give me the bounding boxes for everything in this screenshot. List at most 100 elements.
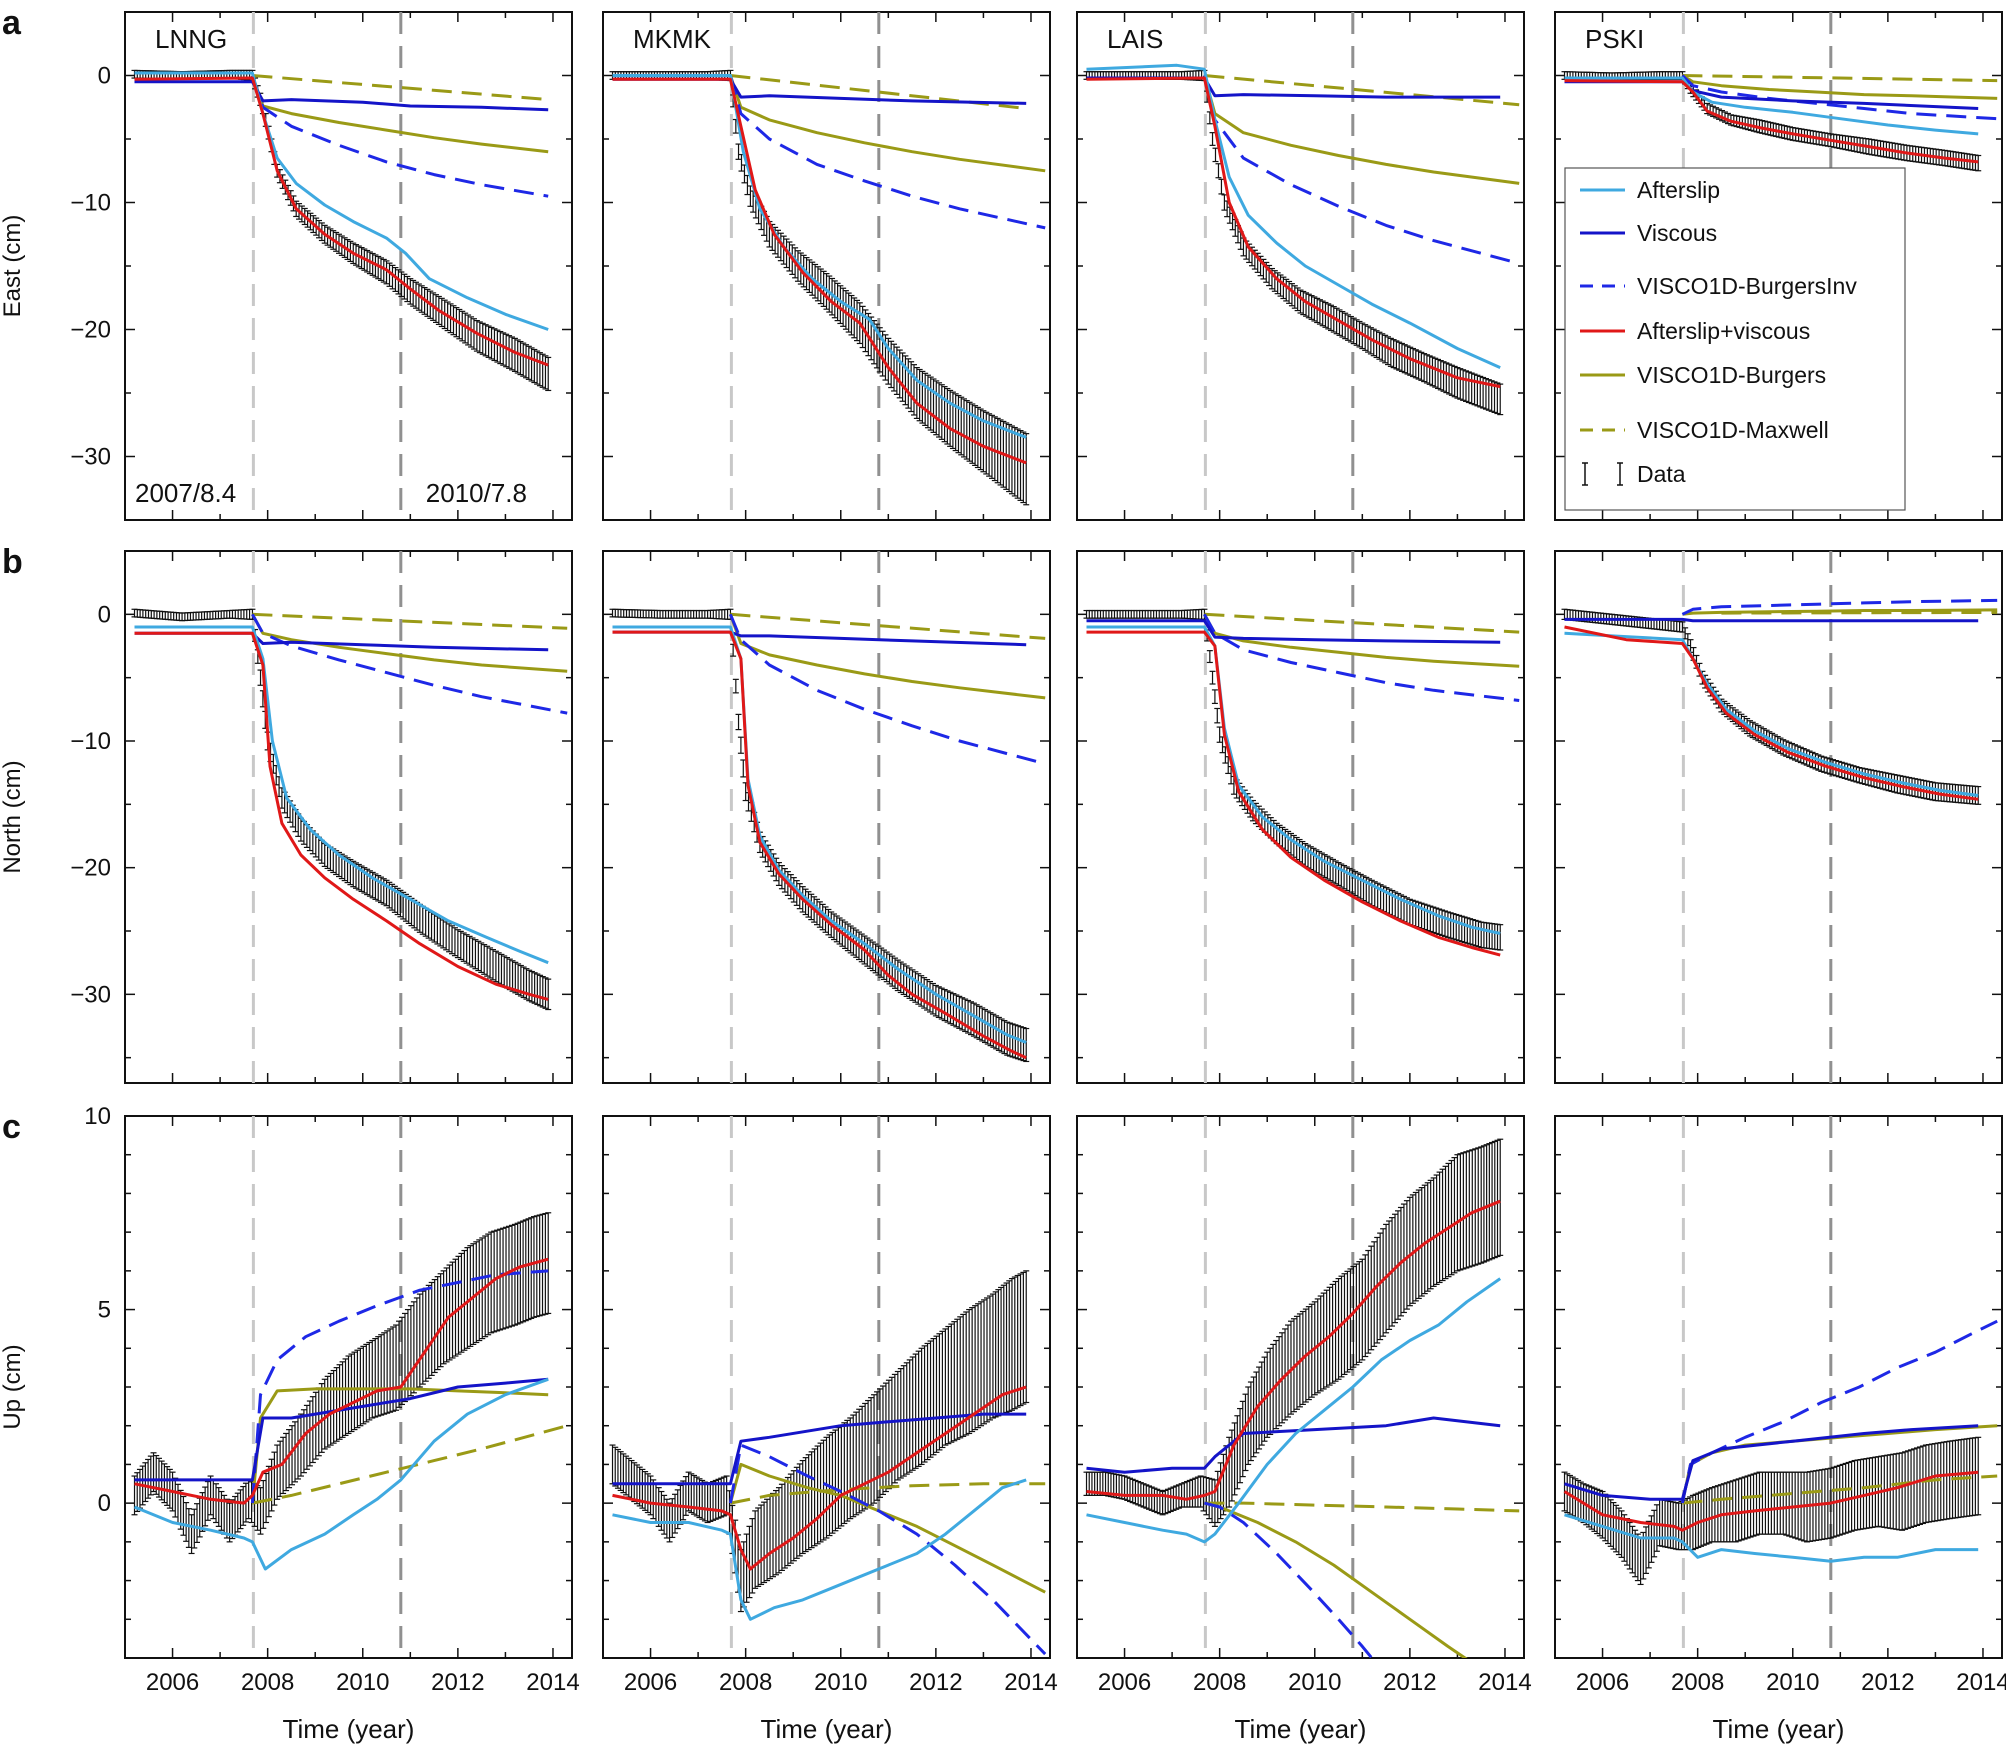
y-tick-label: −30	[70, 444, 111, 471]
plot-area	[1083, 12, 1520, 520]
series-afterslip	[612, 74, 1027, 439]
series-visco1d-burgers	[728, 1462, 1046, 1594]
y-axis-label-up: Up (cm)	[0, 1344, 26, 1429]
data-errorbars	[1083, 608, 1504, 951]
series-visco1d-burgersinv	[729, 613, 1046, 766]
series-visco1d-maxwell	[252, 1424, 568, 1505]
x-tick-label-2006: 2006	[624, 1669, 677, 1696]
panel-east-mkmk: MKMK	[602, 11, 1051, 521]
row-letter-b: b	[2, 543, 23, 581]
y-tick-label: −10	[70, 190, 111, 217]
panels-layer: a East (cm) 0 −10 −20 −30 LNNG 2007/8.4 2010/7.8…	[0, 4, 2006, 1744]
panel-north-pski	[1554, 550, 2003, 1084]
y-tick-label: 10	[84, 1103, 111, 1130]
y-tick-label: −20	[70, 317, 111, 344]
x-tick-label-2006: 2006	[146, 1669, 199, 1696]
panel-frame	[1554, 550, 2003, 1084]
x-axis-label: Time (year)	[283, 1714, 415, 1744]
y-tick-label: 5	[98, 1297, 111, 1324]
series-afterslip-viscous	[1564, 79, 1979, 164]
series-visco1d-burgersinv	[251, 613, 568, 715]
series-visco1d-burgersinv	[1681, 598, 1998, 616]
series-afterslip	[612, 1478, 1027, 1621]
data-errorbars	[1561, 71, 1982, 172]
panel-frame	[124, 11, 573, 521]
y-axis-label-north: North (cm)	[0, 760, 26, 873]
series-afterslip-viscous	[134, 631, 549, 1001]
series-afterslip-viscous	[1564, 625, 1979, 801]
series-visco1d-burgers	[250, 1387, 549, 1504]
data-errorbars	[131, 1212, 552, 1555]
row-letter-a: a	[2, 4, 22, 42]
series-viscous	[134, 1377, 549, 1482]
y-tick-label: 0	[98, 601, 111, 628]
station-label-pski: PSKI	[1585, 24, 1644, 54]
series-visco1d-burgersinv	[250, 75, 549, 198]
series-afterslip-viscous	[1086, 630, 1501, 957]
station-label-lais: LAIS	[1107, 24, 1163, 54]
data-errorbars	[609, 1270, 1030, 1613]
panel-frame	[1076, 11, 1525, 521]
panel-north-mkmk	[602, 550, 1051, 1084]
y-axis-label-east: East (cm)	[0, 215, 26, 318]
series-visco1d-maxwell	[252, 74, 549, 102]
series-viscous	[1086, 619, 1501, 644]
series-afterslip	[134, 625, 549, 965]
series-visco1d-burgersinv	[728, 75, 1046, 230]
panel-frame	[602, 1115, 1051, 1659]
panel-up-lnng: 2006 2008 2010 2012 2014 Time (year) 10 5 0	[84, 1103, 579, 1744]
x-tick-label-2012: 2012	[431, 1669, 484, 1696]
series-visco1d-burgersinv	[728, 1443, 1047, 1656]
station-label-mkmk: MKMK	[633, 24, 712, 54]
y-tick-label: −20	[70, 855, 111, 882]
series-afterslip-viscous	[612, 77, 1027, 465]
panel-frame	[602, 550, 1051, 1084]
series-viscous	[612, 1412, 1027, 1486]
plot-area	[1561, 551, 1998, 1083]
series-afterslip	[133, 1377, 549, 1571]
event-label-1: 2007/8.4	[135, 478, 236, 508]
series-visco1d-maxwell	[730, 1482, 1046, 1505]
panel-east-lais: LAIS	[1076, 11, 1525, 521]
x-tick-label-2010: 2010	[814, 1669, 867, 1696]
series-visco1d-maxwell	[1204, 612, 1520, 634]
series-visco1d-burgers	[728, 75, 1046, 173]
series-visco1d-burgers	[1203, 613, 1520, 668]
panel-up-mkmk: 2006 2008 2010 2012 2014 Time (year)	[602, 1115, 1058, 1744]
x-tick-label-2010: 2010	[336, 1669, 389, 1696]
plot-area	[609, 12, 1046, 520]
series-afterslip-viscous	[134, 76, 549, 367]
series-visco1d-burgers	[1202, 75, 1520, 185]
series-visco1d-maxwell	[252, 612, 568, 630]
x-tick-label-2014: 2014	[526, 1669, 579, 1696]
y-tick-label: 0	[98, 1490, 111, 1517]
panel-north-lnng: 0 −10 −20 −30	[70, 550, 573, 1084]
x-tick-label-2008: 2008	[241, 1669, 294, 1696]
x-axis-label: Time (year)	[761, 1714, 893, 1744]
x-tick-label-2012: 2012	[909, 1669, 962, 1696]
series-visco1d-burgers	[251, 613, 568, 673]
series-visco1d-maxwell	[1204, 74, 1520, 107]
series-afterslip-viscous	[612, 630, 1027, 1060]
series-visco1d-burgersinv	[1203, 613, 1520, 702]
row-letter-c: c	[2, 1108, 21, 1146]
x-tick-label-2008: 2008	[719, 1669, 772, 1696]
panel-north-lais	[1076, 550, 1525, 1084]
plot-area	[609, 551, 1046, 1083]
y-tick-label: 0	[98, 63, 111, 90]
plot-area	[131, 551, 568, 1083]
series-visco1d-burgers	[250, 75, 549, 154]
series-visco1d-burgers	[1682, 608, 1998, 616]
station-label-lnng: LNNG	[155, 24, 227, 54]
series-visco1d-burgersinv	[1681, 74, 1998, 121]
plot-area	[609, 1116, 1047, 1658]
panel-frame	[124, 550, 573, 1084]
series-afterslip-viscous	[1086, 76, 1501, 389]
series-viscous	[1564, 617, 1979, 623]
plot-area	[1083, 551, 1520, 1083]
series-visco1d-maxwell	[730, 612, 1046, 640]
series-visco1d-burgers	[1681, 74, 1998, 100]
plot-area	[131, 12, 552, 520]
